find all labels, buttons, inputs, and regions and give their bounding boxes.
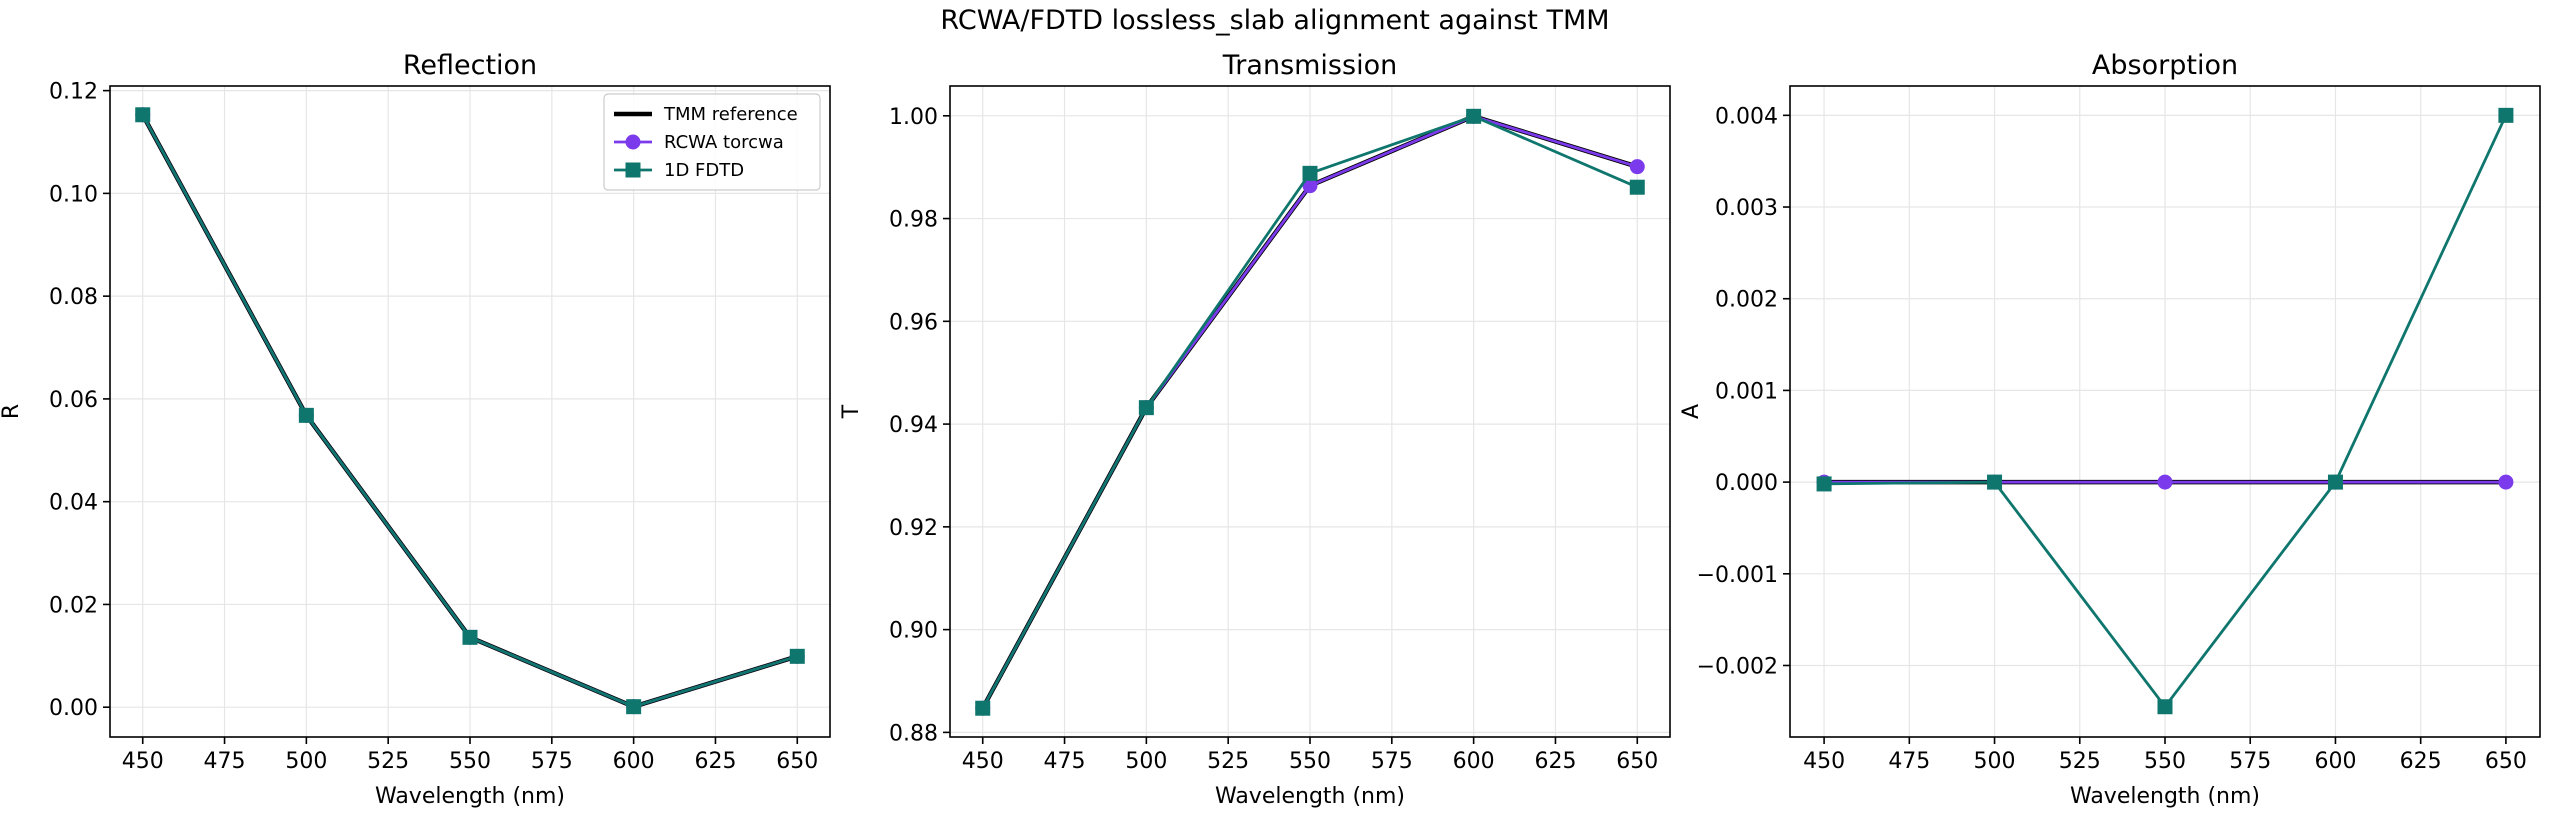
x-tick-label: 475 [204, 749, 246, 774]
y-tick-label: 1.00 [889, 105, 938, 130]
x-tick-label: 525 [1207, 749, 1249, 774]
data-point-rcwa-torcwa [2498, 474, 2514, 490]
panels: 450 475 500 525 550 575 600 625 650 0.00 0.02 0.04 0… [0, 50, 2541, 809]
x-tick-label: 650 [776, 749, 818, 774]
y-tick-label: −0.001 [1697, 563, 1778, 588]
x-tick-label: 650 [1616, 749, 1658, 774]
y-tick-label: 0.001 [1715, 379, 1778, 404]
legend-label-rcwa-torcwa: RCWA torcwa [664, 132, 784, 153]
x-tick-label: 625 [694, 749, 736, 774]
x-tick-label: 550 [1289, 749, 1331, 774]
panel-transmission: 450 475 500 525 550 575 600 625 650 0.88 0.90 0.92 0… [839, 50, 1671, 809]
y-axis-label: R [0, 404, 24, 419]
y-tick-label: 0.000 [1715, 471, 1778, 496]
y-tick-label: 0.96 [889, 310, 938, 335]
legend-label-1d-fdtd: 1D FDTD [664, 160, 744, 181]
x-tick-label: 475 [1044, 749, 1086, 774]
data-point-1d-fdtd [462, 629, 478, 645]
data-point-1d-fdtd [1466, 108, 1482, 124]
y-tick-label: 0.90 [889, 619, 938, 644]
x-tick-label: 625 [2400, 749, 2442, 774]
y-tick-label: 0.12 [49, 80, 98, 105]
data-point-rcwa-torcwa [1302, 178, 1318, 194]
y-tick-label: 0.92 [889, 516, 938, 541]
data-point-1d-fdtd [1987, 474, 2003, 490]
data-point-1d-fdtd [626, 699, 642, 715]
x-tick-label: 550 [449, 749, 491, 774]
x-tick-label: 575 [531, 749, 573, 774]
x-tick-label: 475 [1888, 749, 1930, 774]
y-tick-label: 0.003 [1715, 196, 1778, 221]
x-tick-label: 500 [1974, 749, 2016, 774]
legend-marker-rcwa-torcwa [625, 134, 641, 150]
panel-reflection: 450 475 500 525 550 575 600 625 650 0.00 0.02 0.04 0… [0, 50, 831, 809]
x-tick-label: 625 [1534, 749, 1576, 774]
figure-suptitle: RCWA/FDTD lossless_slab alignment agains… [940, 5, 1609, 36]
x-tick-label: 575 [1371, 749, 1413, 774]
x-tick-label: 450 [1803, 749, 1845, 774]
data-point-1d-fdtd [789, 648, 805, 664]
y-tick-label: 0.10 [49, 182, 98, 207]
x-tick-label: 600 [2314, 749, 2356, 774]
x-tick-label: 600 [1453, 749, 1495, 774]
data-point-1d-fdtd [298, 407, 314, 423]
x-tick-label: 500 [285, 749, 327, 774]
data-point-rcwa-torcwa [2157, 474, 2173, 490]
x-axis-label: Wavelength (nm) [1215, 784, 1405, 809]
x-tick-label: 500 [1125, 749, 1167, 774]
data-point-1d-fdtd [1816, 476, 1832, 492]
data-point-1d-fdtd [2157, 699, 2173, 715]
x-tick-label: 450 [122, 749, 164, 774]
y-tick-label: 0.08 [49, 285, 98, 310]
y-tick-label: 0.06 [49, 388, 98, 413]
x-tick-label: 525 [2059, 749, 2101, 774]
y-tick-label: 0.00 [49, 696, 98, 721]
y-tick-label: 0.98 [889, 208, 938, 233]
x-tick-label: 450 [962, 749, 1004, 774]
panel-title: Transmission [1222, 50, 1397, 81]
x-axis-label: Wavelength (nm) [2070, 784, 2260, 809]
x-tick-label: 600 [613, 749, 655, 774]
data-point-1d-fdtd [135, 107, 151, 123]
y-tick-label: 0.004 [1715, 104, 1778, 129]
y-tick-label: 0.88 [889, 721, 938, 746]
x-tick-label: 550 [2144, 749, 2186, 774]
legend-frame [603, 93, 821, 191]
data-point-1d-fdtd [1138, 400, 1154, 416]
panel-title: Absorption [2092, 50, 2238, 81]
y-tick-label: 0.04 [49, 491, 98, 516]
y-tick-label: 0.002 [1715, 288, 1778, 313]
data-point-1d-fdtd [2498, 107, 2514, 123]
data-point-1d-fdtd [1302, 165, 1318, 181]
legend-label-tmm-reference: TMM reference [663, 104, 798, 125]
panel-absorption: 450 475 500 525 550 575 600 625 650 −0.002 −0.001 0… [1679, 50, 2541, 809]
y-tick-label: 0.94 [889, 413, 938, 438]
data-point-1d-fdtd [2327, 474, 2343, 490]
data-point-rcwa-torcwa [1629, 159, 1645, 175]
data-point-1d-fdtd [975, 700, 991, 716]
data-point-1d-fdtd [1629, 179, 1645, 195]
x-axis-label: Wavelength (nm) [375, 784, 565, 809]
x-tick-label: 650 [2485, 749, 2527, 774]
legend-marker-1d-fdtd [625, 162, 641, 178]
y-tick-label: 0.02 [49, 593, 98, 618]
y-tick-label: −0.002 [1697, 654, 1778, 679]
x-tick-label: 575 [2229, 749, 2271, 774]
legend: TMM reference RCWA torcwa 1D FDTD [603, 93, 821, 191]
y-axis-label: T [839, 404, 864, 419]
x-tick-label: 525 [367, 749, 409, 774]
y-axis-label: A [1679, 404, 1704, 419]
panel-title: Reflection [403, 50, 537, 81]
